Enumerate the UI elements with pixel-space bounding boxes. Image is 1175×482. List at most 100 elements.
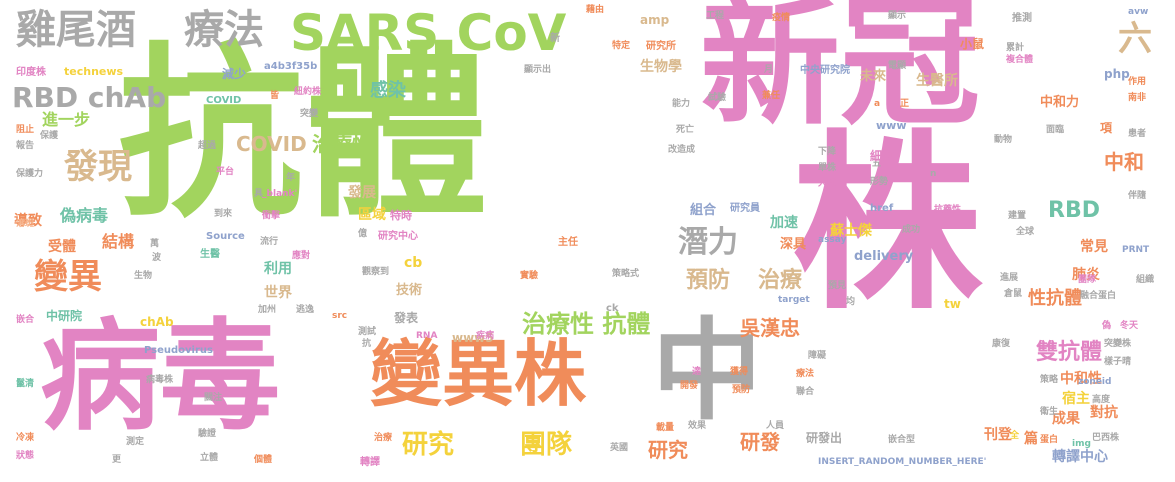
word: 雙抗體 bbox=[1036, 340, 1103, 365]
word: 研發 bbox=[740, 430, 780, 454]
word: 加速 bbox=[770, 215, 798, 231]
word: 加州 bbox=[258, 305, 277, 315]
word: 技術 bbox=[396, 283, 423, 298]
word: 偽病毒 bbox=[60, 206, 109, 225]
word: 月 bbox=[764, 65, 774, 75]
word: 特定 bbox=[612, 41, 631, 51]
word: href bbox=[870, 203, 894, 214]
word: 發現 bbox=[64, 147, 132, 187]
word: 未來 bbox=[860, 69, 887, 84]
word: 區域 bbox=[358, 207, 386, 223]
word: 效果 bbox=[688, 421, 707, 431]
word: n bbox=[930, 169, 937, 179]
word: 億 bbox=[358, 229, 368, 239]
word: 中和性 bbox=[1060, 371, 1102, 387]
word: www5 bbox=[452, 331, 494, 345]
word: 單株 bbox=[818, 163, 837, 173]
word: 萬 bbox=[150, 239, 160, 249]
word: RBD bbox=[1048, 198, 1100, 223]
word: 伴隨 bbox=[1128, 191, 1147, 201]
word: 全 bbox=[1010, 431, 1020, 441]
word: 結構 bbox=[102, 232, 135, 251]
word: 流行 bbox=[260, 237, 279, 247]
word: 超過 bbox=[198, 141, 217, 151]
word: 全球 bbox=[1016, 227, 1035, 237]
word: 倉鼠 bbox=[1004, 289, 1023, 299]
word: 生醫 bbox=[200, 249, 220, 260]
word: 變異株 bbox=[370, 332, 587, 416]
word: 成果 bbox=[1052, 411, 1080, 427]
word: 療法 bbox=[796, 369, 815, 379]
word: INSERT_RANDOM_NUMBER_HERE' bbox=[818, 457, 987, 467]
word: technews bbox=[64, 65, 124, 78]
word: 研究 bbox=[648, 438, 688, 462]
word: 嵌合型 bbox=[888, 435, 916, 445]
word: 中 bbox=[652, 307, 762, 435]
word: 平台 bbox=[216, 167, 235, 177]
word: 對抗 bbox=[1090, 405, 1118, 421]
word: 工程 bbox=[706, 11, 725, 21]
word: 動物 bbox=[994, 135, 1013, 145]
word: 均 bbox=[846, 297, 856, 307]
word: 新冠 bbox=[700, 0, 981, 145]
word: 形勢 bbox=[870, 177, 889, 187]
word: 具 bbox=[254, 189, 264, 199]
word: 深具 bbox=[780, 237, 807, 252]
word: 主任 bbox=[558, 237, 578, 248]
word: 團隊 bbox=[1078, 275, 1097, 285]
word: 巴西株 bbox=[1092, 433, 1120, 443]
word: 突變 bbox=[300, 109, 319, 119]
word: 開發 bbox=[680, 381, 699, 391]
word: 面臨 bbox=[1046, 125, 1065, 135]
word: 載量 bbox=[656, 423, 675, 433]
word: 複合體 bbox=[1006, 55, 1034, 65]
word: 抗體 bbox=[118, 26, 488, 242]
word: 發展 bbox=[348, 185, 376, 201]
word: 研發出 bbox=[806, 431, 843, 445]
word: COVID bbox=[236, 132, 307, 156]
word: 生醫所 bbox=[916, 73, 958, 89]
word: 驗證 bbox=[198, 429, 217, 439]
word: 轉譯中心 bbox=[1052, 449, 1108, 465]
word: 導致 bbox=[14, 213, 42, 229]
word: 蛋白 bbox=[1040, 435, 1059, 445]
word: 常見 bbox=[1080, 239, 1108, 255]
word: Pseudovirus bbox=[144, 345, 213, 356]
word: 皆 bbox=[270, 91, 280, 101]
word: PRNT bbox=[1122, 245, 1150, 255]
word: 團隊 bbox=[520, 430, 573, 460]
word: img bbox=[1072, 439, 1091, 449]
word: 患者 bbox=[1128, 129, 1147, 139]
word: 逃逸 bbox=[296, 305, 315, 315]
word: 正 bbox=[900, 99, 910, 109]
word: 試驗 bbox=[708, 93, 727, 103]
word: 衛生 bbox=[1040, 407, 1059, 417]
word: 高度 bbox=[1092, 395, 1111, 405]
word: assay bbox=[818, 235, 847, 245]
word: cb bbox=[404, 255, 423, 271]
word: 藉由 bbox=[586, 5, 605, 15]
word: 南非 bbox=[1128, 93, 1147, 103]
word: 生物學 bbox=[640, 59, 682, 75]
word: 顯示出 bbox=[524, 65, 552, 75]
word: 轉譯 bbox=[360, 457, 380, 468]
word: 治療 bbox=[758, 268, 803, 293]
word: target bbox=[778, 295, 810, 305]
word: 衝擊 bbox=[262, 211, 281, 221]
word: 下降 bbox=[818, 147, 837, 157]
word: 康復 bbox=[992, 339, 1011, 349]
word: 建置 bbox=[1008, 211, 1027, 221]
word: 篇 bbox=[1024, 431, 1038, 447]
word: 性抗體 bbox=[1028, 288, 1082, 309]
word: 受體 bbox=[48, 239, 76, 255]
word: 世界 bbox=[264, 285, 292, 301]
word: a4b3f35b bbox=[264, 61, 318, 72]
word: php bbox=[1104, 67, 1130, 81]
word: 研究所 bbox=[646, 41, 676, 52]
word: www bbox=[876, 119, 907, 132]
word: 中和力 bbox=[1040, 95, 1080, 110]
word: 能力 bbox=[672, 99, 691, 109]
word: 組織 bbox=[1136, 275, 1155, 285]
word: 特時 bbox=[390, 209, 412, 222]
word: 抗藥性 bbox=[934, 205, 962, 215]
